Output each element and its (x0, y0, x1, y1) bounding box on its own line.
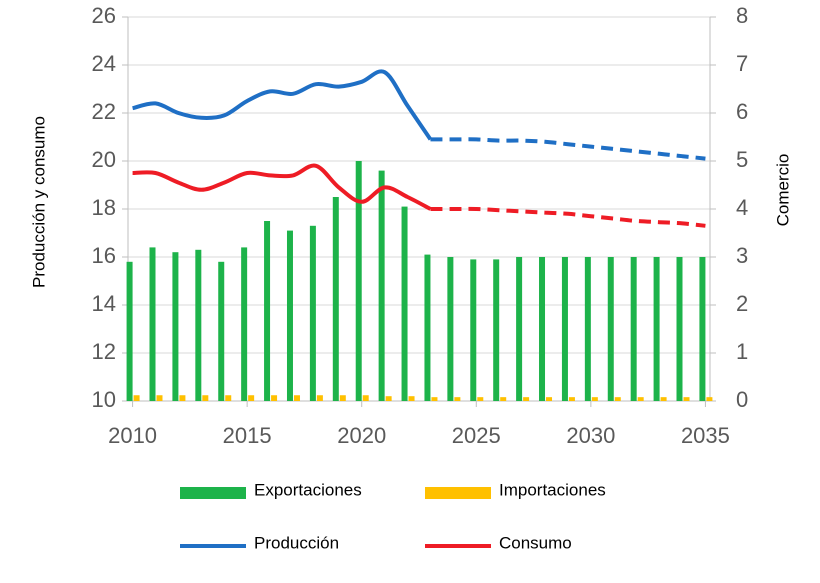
y-tick-label: 24 (92, 51, 116, 76)
bar (225, 395, 232, 401)
legend-label: Consumo (499, 533, 572, 552)
bar (516, 257, 523, 401)
y2-tick-label: 1 (736, 339, 748, 364)
bar (653, 257, 660, 401)
y2-tick-label: 2 (736, 291, 748, 316)
y2-axis-title: Comercio (773, 154, 792, 227)
bar (493, 259, 500, 401)
y-tick-label: 26 (92, 3, 116, 28)
bar (523, 397, 530, 401)
bar (362, 395, 369, 401)
bar (500, 397, 507, 401)
bar (172, 252, 179, 401)
y-tick-label: 16 (92, 243, 116, 268)
bar (539, 257, 546, 401)
y2-tick-label: 0 (736, 387, 748, 412)
bar (676, 257, 683, 401)
y2-tick-label: 5 (736, 147, 748, 172)
line (132, 163, 432, 211)
x-tick-label: 2020 (337, 423, 386, 448)
y-tick-label: 18 (92, 195, 116, 220)
y2-tick-label: 6 (736, 99, 748, 124)
bar (470, 259, 477, 401)
y2-tick-label: 3 (736, 243, 748, 268)
bar (378, 170, 385, 401)
x-tick-label: 2025 (452, 423, 501, 448)
bar (546, 397, 553, 401)
bar (660, 397, 667, 401)
bar (179, 395, 186, 401)
y-tick-label: 14 (92, 291, 116, 316)
bar (218, 261, 225, 401)
legend-label: Exportaciones (254, 480, 362, 499)
bar (607, 257, 614, 401)
bar (293, 395, 300, 401)
bar (309, 225, 316, 401)
x-tick-label: 2010 (108, 423, 157, 448)
bar (286, 230, 293, 401)
bar (561, 257, 568, 401)
bar (316, 395, 323, 401)
bar (454, 397, 461, 401)
bar (271, 395, 278, 401)
x-tick-label: 2030 (566, 423, 615, 448)
y2-tick-label: 4 (736, 195, 748, 220)
bar (591, 397, 598, 401)
bar (401, 206, 408, 401)
bar (332, 197, 339, 401)
x-tick-label: 2015 (223, 423, 272, 448)
bar (202, 395, 209, 401)
y-axis-title: Producción y consumo (29, 116, 48, 288)
line (132, 69, 433, 141)
bar (241, 247, 248, 401)
y-tick-label: 12 (92, 339, 116, 364)
bar (568, 397, 575, 401)
bar (126, 261, 133, 401)
bar (477, 397, 484, 401)
bar (424, 254, 431, 401)
y-tick-label: 22 (92, 99, 116, 124)
bar (248, 395, 255, 401)
bar (584, 257, 591, 401)
bar (637, 397, 644, 401)
y2-tick-label: 8 (736, 3, 748, 28)
bar (355, 161, 362, 401)
bar (133, 395, 140, 401)
y2-tick-label: 7 (736, 51, 748, 76)
bar (408, 396, 415, 401)
bar (339, 395, 346, 401)
bar (706, 397, 713, 401)
bar (385, 396, 392, 401)
y-tick-label: 10 (92, 387, 116, 412)
line (430, 206, 706, 228)
bar (431, 397, 438, 401)
line (430, 137, 706, 161)
bar (195, 249, 202, 401)
bar (156, 395, 163, 401)
legend-label: Producción (254, 533, 339, 552)
bar (699, 257, 706, 401)
y-tick-label: 20 (92, 147, 116, 172)
legend-swatch (425, 487, 491, 499)
x-tick-label: 2035 (681, 423, 730, 448)
bar (149, 247, 156, 401)
bar (683, 397, 690, 401)
bar (447, 257, 454, 401)
legend-swatch (180, 487, 246, 499)
legend-label: Importaciones (499, 480, 606, 499)
bar (264, 221, 271, 401)
bar (614, 397, 621, 401)
bar (630, 257, 637, 401)
